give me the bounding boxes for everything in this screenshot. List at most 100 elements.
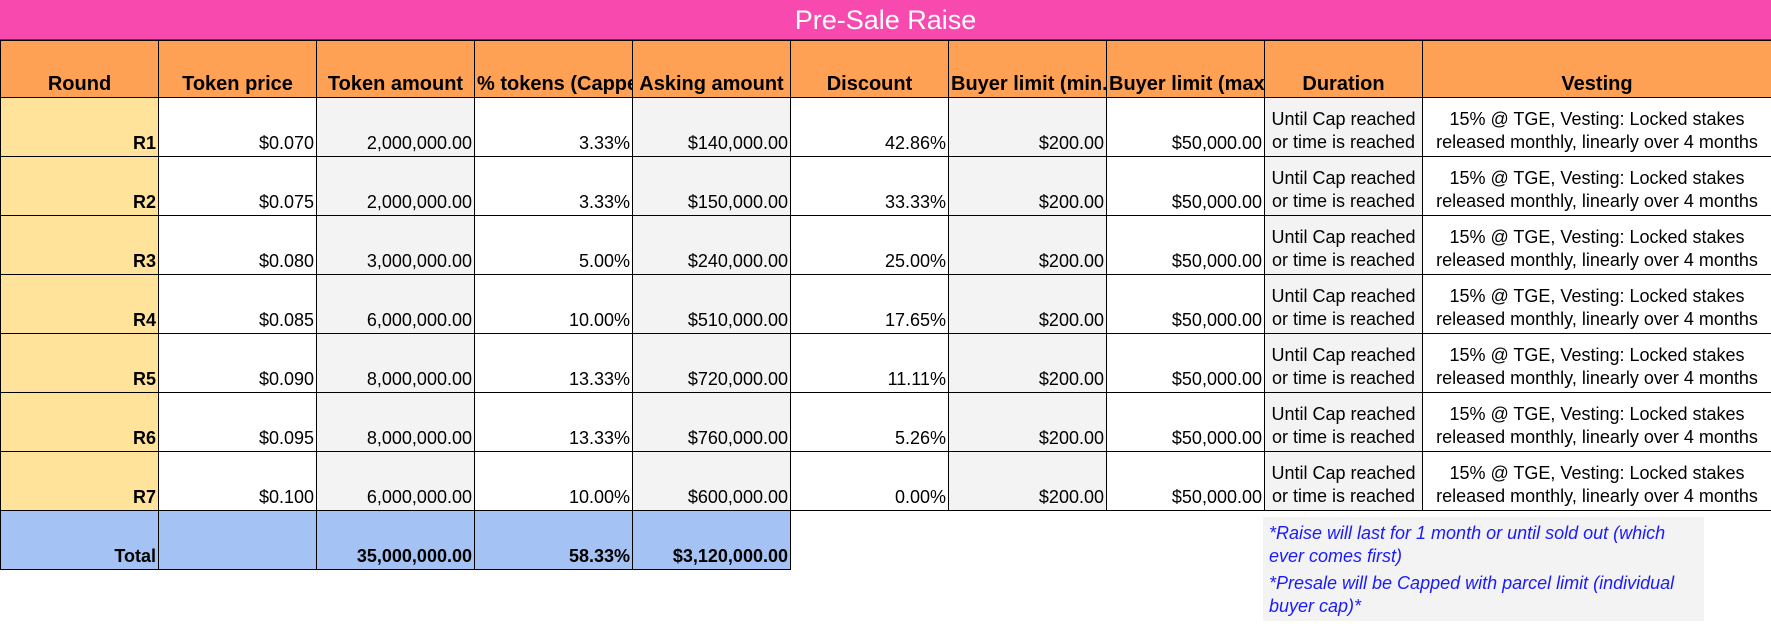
token-amount-cell[interactable]: 8,000,000.00 (316, 392, 475, 452)
header-asking-amount[interactable]: Asking amount (632, 40, 791, 98)
empty-cell (948, 510, 1107, 570)
header-row: Round Token price Token amount % tokens … (0, 40, 1771, 98)
table-row: R2 $0.075 2,000,000.00 3.33% $150,000.00… (0, 156, 1771, 216)
buyer-min-cell[interactable]: $200.00 (948, 215, 1107, 275)
total-row: Total 35,000,000.00 58.33% $3,120,000.00 (0, 510, 1771, 570)
token-price-cell[interactable]: $0.090 (158, 333, 317, 393)
empty-cell (1106, 510, 1265, 570)
round-cell[interactable]: R6 (0, 392, 159, 452)
token-price-cell[interactable]: $0.080 (158, 215, 317, 275)
round-cell[interactable]: R5 (0, 333, 159, 393)
token-amount-cell[interactable]: 8,000,000.00 (316, 333, 475, 393)
header-pct-tokens[interactable]: % tokens (Capped) (474, 40, 633, 98)
discount-cell[interactable]: 42.86% (790, 97, 949, 157)
discount-cell[interactable]: 0.00% (790, 451, 949, 511)
buyer-min-cell[interactable]: $200.00 (948, 392, 1107, 452)
empty-cell (790, 510, 949, 570)
asking-amount-cell[interactable]: $140,000.00 (632, 97, 791, 157)
buyer-min-cell[interactable]: $200.00 (948, 274, 1107, 334)
header-buyer-limit-max[interactable]: Buyer limit (max.) (1106, 40, 1265, 98)
discount-cell[interactable]: 5.26% (790, 392, 949, 452)
duration-cell[interactable]: Until Cap reached or time is reached (1264, 451, 1423, 511)
duration-cell[interactable]: Until Cap reached or time is reached (1264, 97, 1423, 157)
total-label-cell[interactable]: Total (0, 510, 159, 570)
round-cell[interactable]: R4 (0, 274, 159, 334)
pct-tokens-cell[interactable]: 10.00% (474, 451, 633, 511)
vesting-cell[interactable]: 15% @ TGE, Vesting: Locked stakes releas… (1422, 274, 1771, 334)
buyer-max-cell[interactable]: $50,000.00 (1106, 156, 1265, 216)
header-vesting[interactable]: Vesting (1422, 40, 1771, 98)
duration-cell[interactable]: Until Cap reached or time is reached (1264, 333, 1423, 393)
token-amount-cell[interactable]: 6,000,000.00 (316, 451, 475, 511)
vesting-cell[interactable]: 15% @ TGE, Vesting: Locked stakes releas… (1422, 451, 1771, 511)
discount-cell[interactable]: 11.11% (790, 333, 949, 393)
vesting-cell[interactable]: 15% @ TGE, Vesting: Locked stakes releas… (1422, 97, 1771, 157)
asking-amount-cell[interactable]: $760,000.00 (632, 392, 791, 452)
total-asking-amount-cell[interactable]: $3,120,000.00 (632, 510, 791, 570)
buyer-min-cell[interactable]: $200.00 (948, 156, 1107, 216)
asking-amount-cell[interactable]: $510,000.00 (632, 274, 791, 334)
round-cell[interactable]: R2 (0, 156, 159, 216)
header-duration[interactable]: Duration (1264, 40, 1423, 98)
header-discount[interactable]: Discount (790, 40, 949, 98)
header-round[interactable]: Round (0, 40, 159, 98)
buyer-min-cell[interactable]: $200.00 (948, 333, 1107, 393)
pct-tokens-cell[interactable]: 5.00% (474, 215, 633, 275)
pct-tokens-cell[interactable]: 13.33% (474, 333, 633, 393)
buyer-max-cell[interactable]: $50,000.00 (1106, 215, 1265, 275)
total-token-amount-cell[interactable]: 35,000,000.00 (316, 510, 475, 570)
total-token-price-cell[interactable] (158, 510, 317, 570)
token-price-cell[interactable]: $0.100 (158, 451, 317, 511)
buyer-max-cell[interactable]: $50,000.00 (1106, 451, 1265, 511)
token-price-cell[interactable]: $0.085 (158, 274, 317, 334)
asking-amount-cell[interactable]: $150,000.00 (632, 156, 791, 216)
buyer-max-cell[interactable]: $50,000.00 (1106, 97, 1265, 157)
presale-table: Round Token price Token amount % tokens … (0, 40, 1771, 570)
duration-cell[interactable]: Until Cap reached or time is reached (1264, 156, 1423, 216)
discount-cell[interactable]: 33.33% (790, 156, 949, 216)
buyer-min-cell[interactable]: $200.00 (948, 451, 1107, 511)
duration-cell[interactable]: Until Cap reached or time is reached (1264, 392, 1423, 452)
asking-amount-cell[interactable]: $720,000.00 (632, 333, 791, 393)
buyer-max-cell[interactable]: $50,000.00 (1106, 274, 1265, 334)
pct-tokens-cell[interactable]: 10.00% (474, 274, 633, 334)
discount-cell[interactable]: 25.00% (790, 215, 949, 275)
discount-cell[interactable]: 17.65% (790, 274, 949, 334)
vesting-cell[interactable]: 15% @ TGE, Vesting: Locked stakes releas… (1422, 333, 1771, 393)
duration-cell[interactable]: Until Cap reached or time is reached (1264, 215, 1423, 275)
note-raise-duration: *Raise will last for 1 month or until so… (1269, 523, 1666, 566)
vesting-cell[interactable]: 15% @ TGE, Vesting: Locked stakes releas… (1422, 215, 1771, 275)
table-row: R6 $0.095 8,000,000.00 13.33% $760,000.0… (0, 392, 1771, 452)
asking-amount-cell[interactable]: $240,000.00 (632, 215, 791, 275)
header-token-price[interactable]: Token price (158, 40, 317, 98)
header-buyer-limit-min[interactable]: Buyer limit (min.) (948, 40, 1107, 98)
vesting-cell[interactable]: 15% @ TGE, Vesting: Locked stakes releas… (1422, 392, 1771, 452)
token-amount-cell[interactable]: 2,000,000.00 (316, 156, 475, 216)
token-amount-cell[interactable]: 3,000,000.00 (316, 215, 475, 275)
round-cell[interactable]: R7 (0, 451, 159, 511)
notes-box[interactable]: *Raise will last for 1 month or until so… (1263, 517, 1704, 621)
buyer-max-cell[interactable]: $50,000.00 (1106, 392, 1265, 452)
token-amount-cell[interactable]: 6,000,000.00 (316, 274, 475, 334)
asking-amount-cell[interactable]: $600,000.00 (632, 451, 791, 511)
token-price-cell[interactable]: $0.075 (158, 156, 317, 216)
table-row: R5 $0.090 8,000,000.00 13.33% $720,000.0… (0, 333, 1771, 393)
pct-tokens-cell[interactable]: 3.33% (474, 97, 633, 157)
buyer-max-cell[interactable]: $50,000.00 (1106, 333, 1265, 393)
header-token-amount[interactable]: Token amount (316, 40, 475, 98)
total-pct-tokens-cell[interactable]: 58.33% (474, 510, 633, 570)
token-price-cell[interactable]: $0.095 (158, 392, 317, 452)
token-amount-cell[interactable]: 2,000,000.00 (316, 97, 475, 157)
token-price-cell[interactable]: $0.070 (158, 97, 317, 157)
table-row: R1 $0.070 2,000,000.00 3.33% $140,000.00… (0, 97, 1771, 157)
duration-cell[interactable]: Until Cap reached or time is reached (1264, 274, 1423, 334)
pct-tokens-cell[interactable]: 3.33% (474, 156, 633, 216)
table-row: R4 $0.085 6,000,000.00 10.00% $510,000.0… (0, 274, 1771, 334)
vesting-cell[interactable]: 15% @ TGE, Vesting: Locked stakes releas… (1422, 156, 1771, 216)
pct-tokens-cell[interactable]: 13.33% (474, 392, 633, 452)
round-cell[interactable]: R1 (0, 97, 159, 157)
sheet-title[interactable]: Pre-Sale Raise (0, 0, 1771, 40)
note-presale-cap: *Presale will be Capped with parcel limi… (1269, 573, 1675, 616)
round-cell[interactable]: R3 (0, 215, 159, 275)
buyer-min-cell[interactable]: $200.00 (948, 97, 1107, 157)
